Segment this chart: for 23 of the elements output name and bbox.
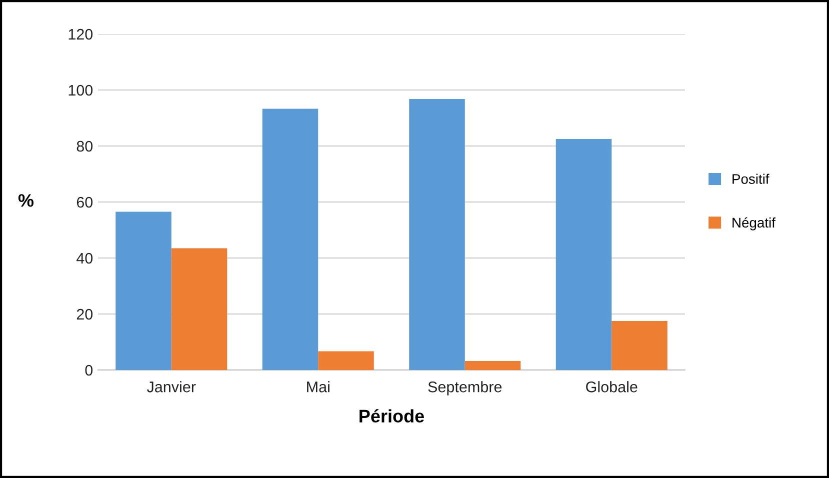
x-tick-label: Globale: [586, 381, 638, 392]
y-tick-label: 120: [68, 28, 93, 40]
bar: [612, 321, 668, 370]
bar: [556, 139, 612, 370]
bar: [318, 351, 374, 370]
legend-label: Négatif: [732, 217, 776, 230]
bar: [171, 248, 228, 370]
y-tick-label: 80: [76, 140, 93, 152]
legend-label: Positif: [732, 174, 770, 184]
x-tick-label: Mai: [307, 381, 330, 392]
x-tick-label: Janvier: [146, 381, 196, 392]
x-axis-title: Période: [360, 409, 424, 423]
bar: [116, 212, 172, 370]
y-tick-label: 60: [76, 196, 93, 208]
y-tick-label: 0: [85, 364, 93, 376]
bar: [464, 361, 521, 370]
y-tick-label: 20: [76, 308, 93, 320]
y-tick-label: 100: [68, 84, 93, 96]
bar: [409, 98, 465, 370]
y-axis-title: %: [18, 194, 34, 207]
bar: [262, 108, 318, 370]
x-tick-label: Septembre: [428, 381, 502, 396]
y-tick-label: 40: [76, 252, 93, 264]
